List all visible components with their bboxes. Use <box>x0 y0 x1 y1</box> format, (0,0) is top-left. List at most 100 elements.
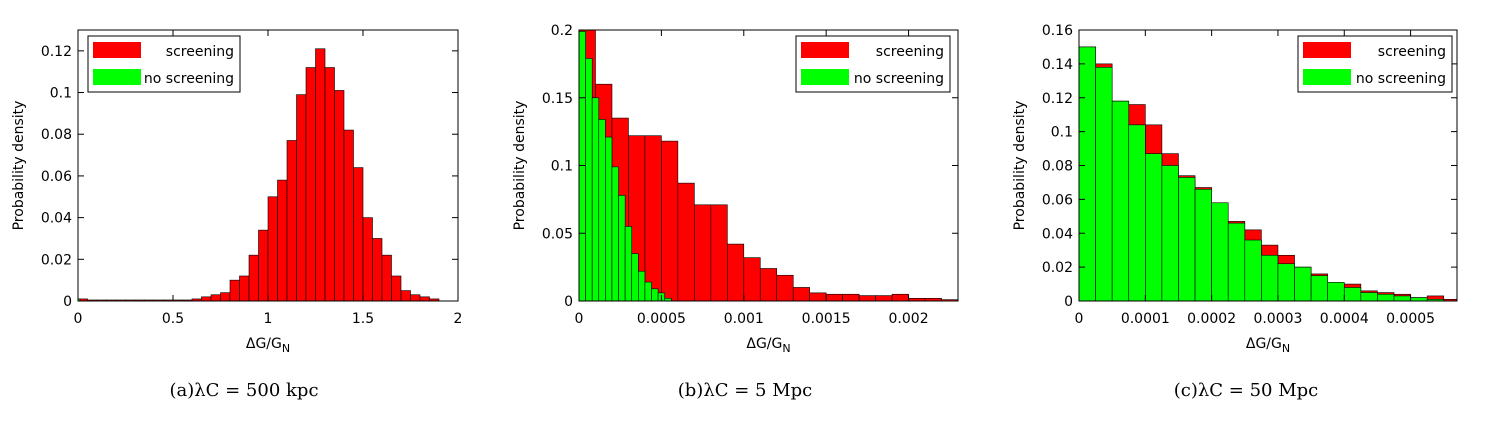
bar-no-screening <box>1211 202 1229 302</box>
y-tick-label: 0.04 <box>41 211 72 227</box>
bar-screening <box>305 67 316 302</box>
x-axis-label: ΔG/GN <box>246 336 290 355</box>
bar-screening <box>776 274 794 302</box>
y-tick-label: 0.2 <box>551 23 573 39</box>
x-tick-label: 0.001 <box>724 311 764 327</box>
bar-screening <box>825 293 843 302</box>
x-tick-label: 0.002 <box>889 311 929 327</box>
bar-screening <box>842 293 860 302</box>
legend-swatch-screening <box>93 42 141 58</box>
panel-caption: (a)λC = 500 kpc <box>169 380 318 401</box>
bar-no-screening <box>638 270 646 302</box>
bar-screening <box>334 90 345 302</box>
x-tick-label: 0 <box>74 311 83 327</box>
y-tick-label: 0.14 <box>1042 57 1073 73</box>
bar-screening <box>258 229 269 302</box>
legend-swatch-no-screening <box>801 69 849 85</box>
bar-screening <box>891 293 909 302</box>
bar-no-screening <box>1294 266 1312 302</box>
bar-screening <box>267 196 278 302</box>
bar-no-screening <box>1227 222 1246 302</box>
x-tick-label: 0.0015 <box>802 311 851 327</box>
bar-no-screening <box>1111 100 1130 302</box>
x-tick-label: 1.5 <box>352 311 374 327</box>
bar-no-screening <box>591 97 600 302</box>
bar-screening <box>661 140 679 302</box>
x-axis-label: ΔG/GN <box>746 336 790 355</box>
bar-screening <box>353 167 364 302</box>
x-tick-label: 0.0005 <box>1386 311 1435 327</box>
legend: screening no screening <box>1297 35 1453 93</box>
bar-screening <box>315 48 326 302</box>
y-tick-label: 0.12 <box>1042 91 1073 107</box>
x-tick-label: 0.0003 <box>1253 311 1302 327</box>
panel-a: 0 0.5 1 1.5 2 0 0.02 0.04 0.06 0.08 0.1 0.12 ΔG/GN Pr… <box>11 29 462 401</box>
bar-screening <box>400 290 411 302</box>
bar-no-screening <box>1244 239 1262 302</box>
bar-screening <box>726 243 745 302</box>
bar-no-screening <box>1343 287 1362 302</box>
y-tick-label: 0.05 <box>542 226 573 242</box>
bar-no-screening <box>1161 165 1179 302</box>
bar-screening <box>277 179 288 302</box>
bars <box>77 48 440 302</box>
bar-screening <box>343 129 354 302</box>
legend-swatch-screening <box>801 42 849 58</box>
legend: screening no screening <box>87 35 241 93</box>
legend-swatch-no-screening <box>93 69 141 85</box>
x-tick-label: 1 <box>264 311 273 327</box>
x-axis-label: ΔG/GN <box>1246 336 1290 355</box>
bar-screening <box>809 292 827 302</box>
x-tick-label: 0.5 <box>162 311 184 327</box>
y-axis-label: Probability density <box>1012 101 1028 231</box>
bar-screening <box>419 296 430 302</box>
bar-screening <box>286 140 297 302</box>
bar-no-screening <box>1145 153 1163 302</box>
y-tick-label: 0.16 <box>1042 23 1073 39</box>
bar-no-screening <box>644 281 652 302</box>
bar-screening <box>372 238 383 302</box>
bar-no-screening <box>651 288 659 302</box>
bar-no-screening <box>1128 124 1146 302</box>
legend-label-screening: screening <box>166 44 234 60</box>
bar-no-screening <box>1310 275 1328 302</box>
bar-screening <box>743 257 761 302</box>
y-tick-label: 0.1 <box>50 86 72 102</box>
bar-no-screening <box>598 119 606 302</box>
bar-no-screening <box>1327 282 1345 302</box>
bars <box>1078 46 1458 302</box>
y-tick-label: 0.06 <box>1042 192 1073 208</box>
bars <box>578 29 959 302</box>
panel-c: 0 0.0001 0.0002 0.0003 0.0004 0.0005 0 0.02 0.04… <box>1012 23 1458 401</box>
bar-screening <box>296 94 307 302</box>
bar-no-screening <box>1095 66 1113 302</box>
x-tick-label: 0.0004 <box>1320 311 1369 327</box>
y-tick-label: 0.1 <box>1051 125 1073 141</box>
panel-caption: (b)λC = 5 Mpc <box>678 380 812 401</box>
panel-caption: (c)λC = 50 Mpc <box>1174 380 1319 401</box>
bar-screening <box>381 254 392 302</box>
x-tick-label: 0 <box>1075 311 1084 327</box>
bar-screening <box>875 295 893 302</box>
bar-screening <box>710 204 728 302</box>
bar-screening <box>792 287 810 302</box>
bar-screening <box>248 254 259 302</box>
bar-screening <box>362 217 373 302</box>
bar-no-screening <box>1261 254 1279 302</box>
x-tick-label: 0.0001 <box>1121 311 1170 327</box>
bar-no-screening <box>1194 188 1212 302</box>
y-tick-label: 0.12 <box>41 44 72 60</box>
bar-no-screening <box>1078 46 1096 302</box>
bar-no-screening <box>578 31 586 302</box>
y-tick-label: 0.02 <box>41 252 72 268</box>
bar-screening <box>239 275 250 302</box>
x-tick-label: 0 <box>575 311 584 327</box>
legend: screening no screening <box>795 35 951 93</box>
y-axis-label: Probability density <box>512 101 528 231</box>
legend-label-no-screening: no screening <box>854 71 944 87</box>
bar-screening <box>644 135 662 302</box>
y-tick-label: 0.15 <box>542 91 573 107</box>
y-tick-label: 0.06 <box>41 169 72 185</box>
y-tick-label: 0.02 <box>1042 260 1073 276</box>
